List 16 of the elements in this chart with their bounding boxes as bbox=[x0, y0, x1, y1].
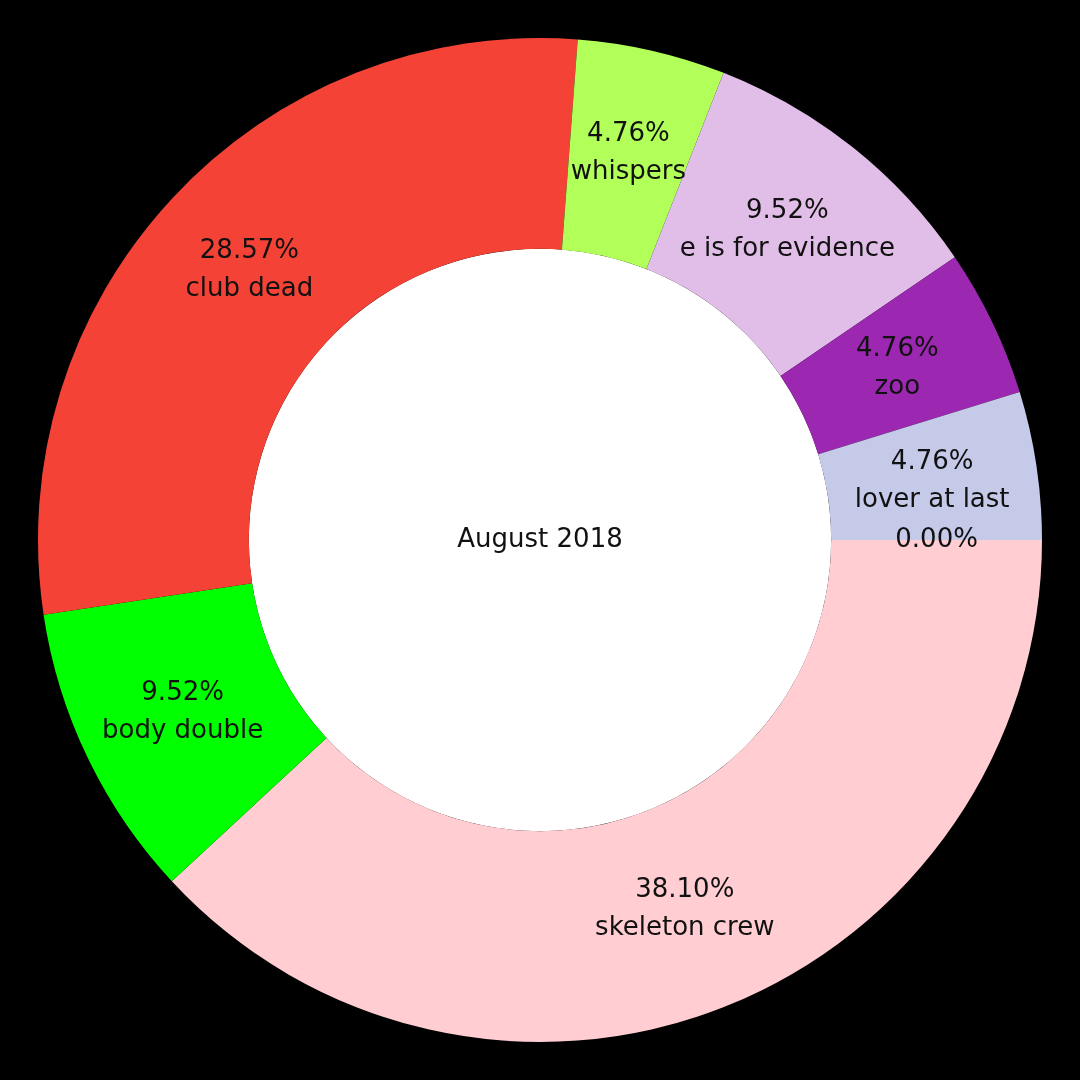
slice-label: club dead bbox=[185, 271, 314, 302]
text: 0.00% bbox=[895, 522, 978, 553]
data-label: 38.10% bbox=[635, 872, 735, 903]
slice-label: whispers bbox=[570, 155, 687, 186]
data-label: 4.76% bbox=[856, 331, 939, 362]
data-label: 4.76% bbox=[587, 117, 670, 148]
data-label: 28.57% bbox=[199, 233, 299, 264]
data-label: 9.52% bbox=[141, 675, 224, 706]
slice-label: zoo bbox=[874, 369, 921, 400]
slice-label: lover at last bbox=[854, 482, 1010, 513]
slice-label: body double bbox=[102, 713, 264, 744]
data-label: 4.76% bbox=[890, 444, 974, 475]
slice-label: e is for evidence bbox=[679, 231, 895, 262]
text: August 2018 bbox=[457, 522, 623, 553]
data-label: 9.52% bbox=[746, 193, 829, 224]
slice-label: skeleton crew bbox=[595, 910, 775, 941]
